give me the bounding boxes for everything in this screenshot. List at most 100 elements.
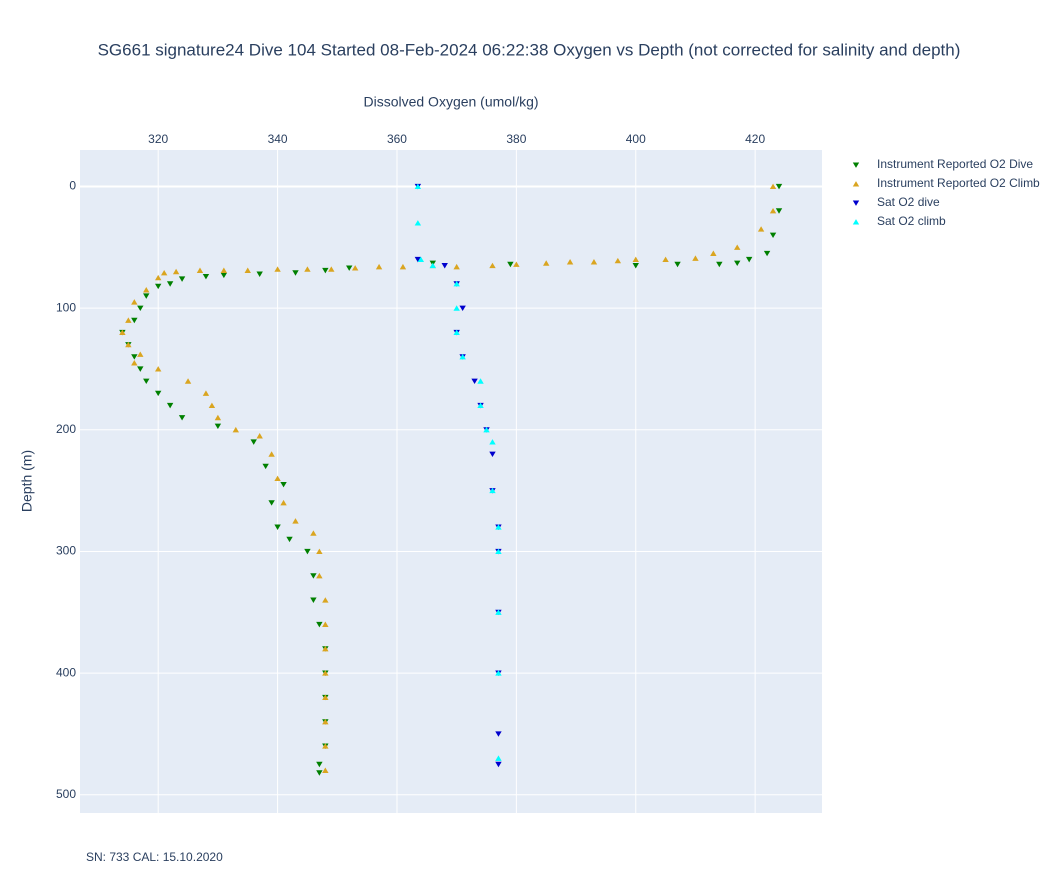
data-point bbox=[280, 499, 287, 506]
data-point bbox=[316, 572, 323, 579]
data-point bbox=[483, 426, 490, 433]
data-point bbox=[477, 378, 484, 384]
data-point bbox=[489, 451, 496, 458]
data-point bbox=[286, 536, 293, 543]
data-point bbox=[202, 273, 210, 280]
data-point bbox=[125, 317, 132, 323]
data-point bbox=[322, 694, 329, 700]
data-point bbox=[477, 402, 484, 409]
y-tick-label: 100 bbox=[56, 300, 76, 314]
data-point bbox=[244, 267, 251, 273]
data-point bbox=[322, 597, 329, 603]
data-point bbox=[322, 645, 329, 652]
data-point bbox=[495, 548, 502, 555]
data-point bbox=[471, 378, 478, 385]
data-point bbox=[143, 293, 150, 299]
data-point bbox=[769, 183, 777, 190]
data-point bbox=[453, 263, 460, 270]
data-point bbox=[322, 743, 329, 749]
data-point bbox=[131, 317, 138, 324]
data-point bbox=[220, 267, 228, 273]
data-point bbox=[414, 256, 422, 263]
data-point bbox=[214, 423, 222, 430]
data-point bbox=[513, 261, 520, 267]
y-tick-label: 500 bbox=[56, 787, 76, 801]
data-point bbox=[131, 360, 138, 366]
data-point bbox=[632, 263, 639, 269]
data-point bbox=[274, 524, 281, 530]
data-point bbox=[274, 475, 281, 482]
data-point bbox=[375, 263, 383, 270]
data-point bbox=[495, 761, 502, 768]
y-tick-label: 0 bbox=[69, 179, 76, 193]
legend-label: Instrument Reported O2 Dive bbox=[877, 157, 1033, 171]
data-point bbox=[495, 524, 502, 530]
data-point bbox=[292, 270, 299, 276]
legend-marker bbox=[852, 181, 860, 187]
data-point bbox=[137, 366, 144, 372]
data-point bbox=[316, 770, 323, 776]
data-point bbox=[310, 530, 317, 536]
data-point bbox=[775, 183, 783, 190]
data-point bbox=[734, 244, 741, 250]
data-point bbox=[322, 670, 329, 676]
data-point bbox=[632, 256, 639, 263]
data-point bbox=[262, 463, 269, 470]
data-point bbox=[154, 366, 162, 372]
data-point bbox=[316, 621, 323, 628]
data-point bbox=[160, 269, 168, 276]
data-point bbox=[131, 299, 138, 305]
chart-title: SG661 signature24 Dive 104 Started 08-Fe… bbox=[98, 40, 961, 59]
data-point bbox=[196, 267, 204, 273]
data-point bbox=[453, 280, 460, 287]
data-point bbox=[119, 329, 126, 336]
data-point bbox=[184, 378, 192, 384]
data-point bbox=[543, 260, 550, 266]
data-point bbox=[316, 761, 323, 768]
data-point bbox=[495, 731, 502, 737]
x-axis-title: Dissolved Oxygen (umol/kg) bbox=[363, 94, 538, 110]
data-point bbox=[459, 305, 466, 312]
data-point bbox=[590, 259, 598, 265]
data-point bbox=[280, 481, 287, 488]
data-point bbox=[220, 272, 228, 279]
data-point bbox=[172, 268, 180, 275]
data-point bbox=[131, 354, 138, 360]
y-tick-label: 300 bbox=[56, 544, 76, 558]
data-point bbox=[662, 256, 669, 263]
data-point bbox=[322, 718, 329, 725]
x-tick-label: 400 bbox=[626, 132, 646, 146]
legend-marker bbox=[852, 162, 860, 168]
data-point bbox=[154, 390, 162, 397]
legend-marker bbox=[852, 219, 860, 225]
legend-marker bbox=[852, 200, 860, 206]
data-point bbox=[734, 260, 741, 267]
data-point bbox=[232, 426, 240, 433]
legend-label: Instrument Reported O2 Climb bbox=[877, 176, 1040, 190]
data-point bbox=[441, 263, 448, 269]
legend-label: Sat O2 climb bbox=[877, 214, 946, 228]
data-point bbox=[614, 257, 622, 264]
data-point bbox=[692, 255, 699, 261]
data-point bbox=[256, 433, 263, 439]
data-point bbox=[710, 250, 717, 256]
data-point bbox=[316, 548, 323, 555]
y-tick-label: 200 bbox=[56, 422, 76, 436]
data-point bbox=[566, 259, 574, 265]
data-point bbox=[346, 265, 353, 271]
data-point bbox=[399, 263, 407, 270]
x-tick-label: 380 bbox=[506, 132, 526, 146]
data-point bbox=[178, 415, 186, 421]
data-point bbox=[769, 232, 777, 239]
data-point bbox=[154, 274, 162, 281]
data-point bbox=[414, 220, 422, 226]
data-point bbox=[214, 414, 222, 421]
data-point bbox=[417, 256, 425, 263]
x-tick-label: 320 bbox=[148, 132, 168, 146]
data-point bbox=[292, 518, 299, 524]
x-tick-label: 340 bbox=[268, 132, 288, 146]
annotation: SN: 733 CAL: 15.10.2020 bbox=[86, 850, 223, 864]
plot-area bbox=[80, 150, 822, 813]
data-point bbox=[304, 266, 311, 272]
